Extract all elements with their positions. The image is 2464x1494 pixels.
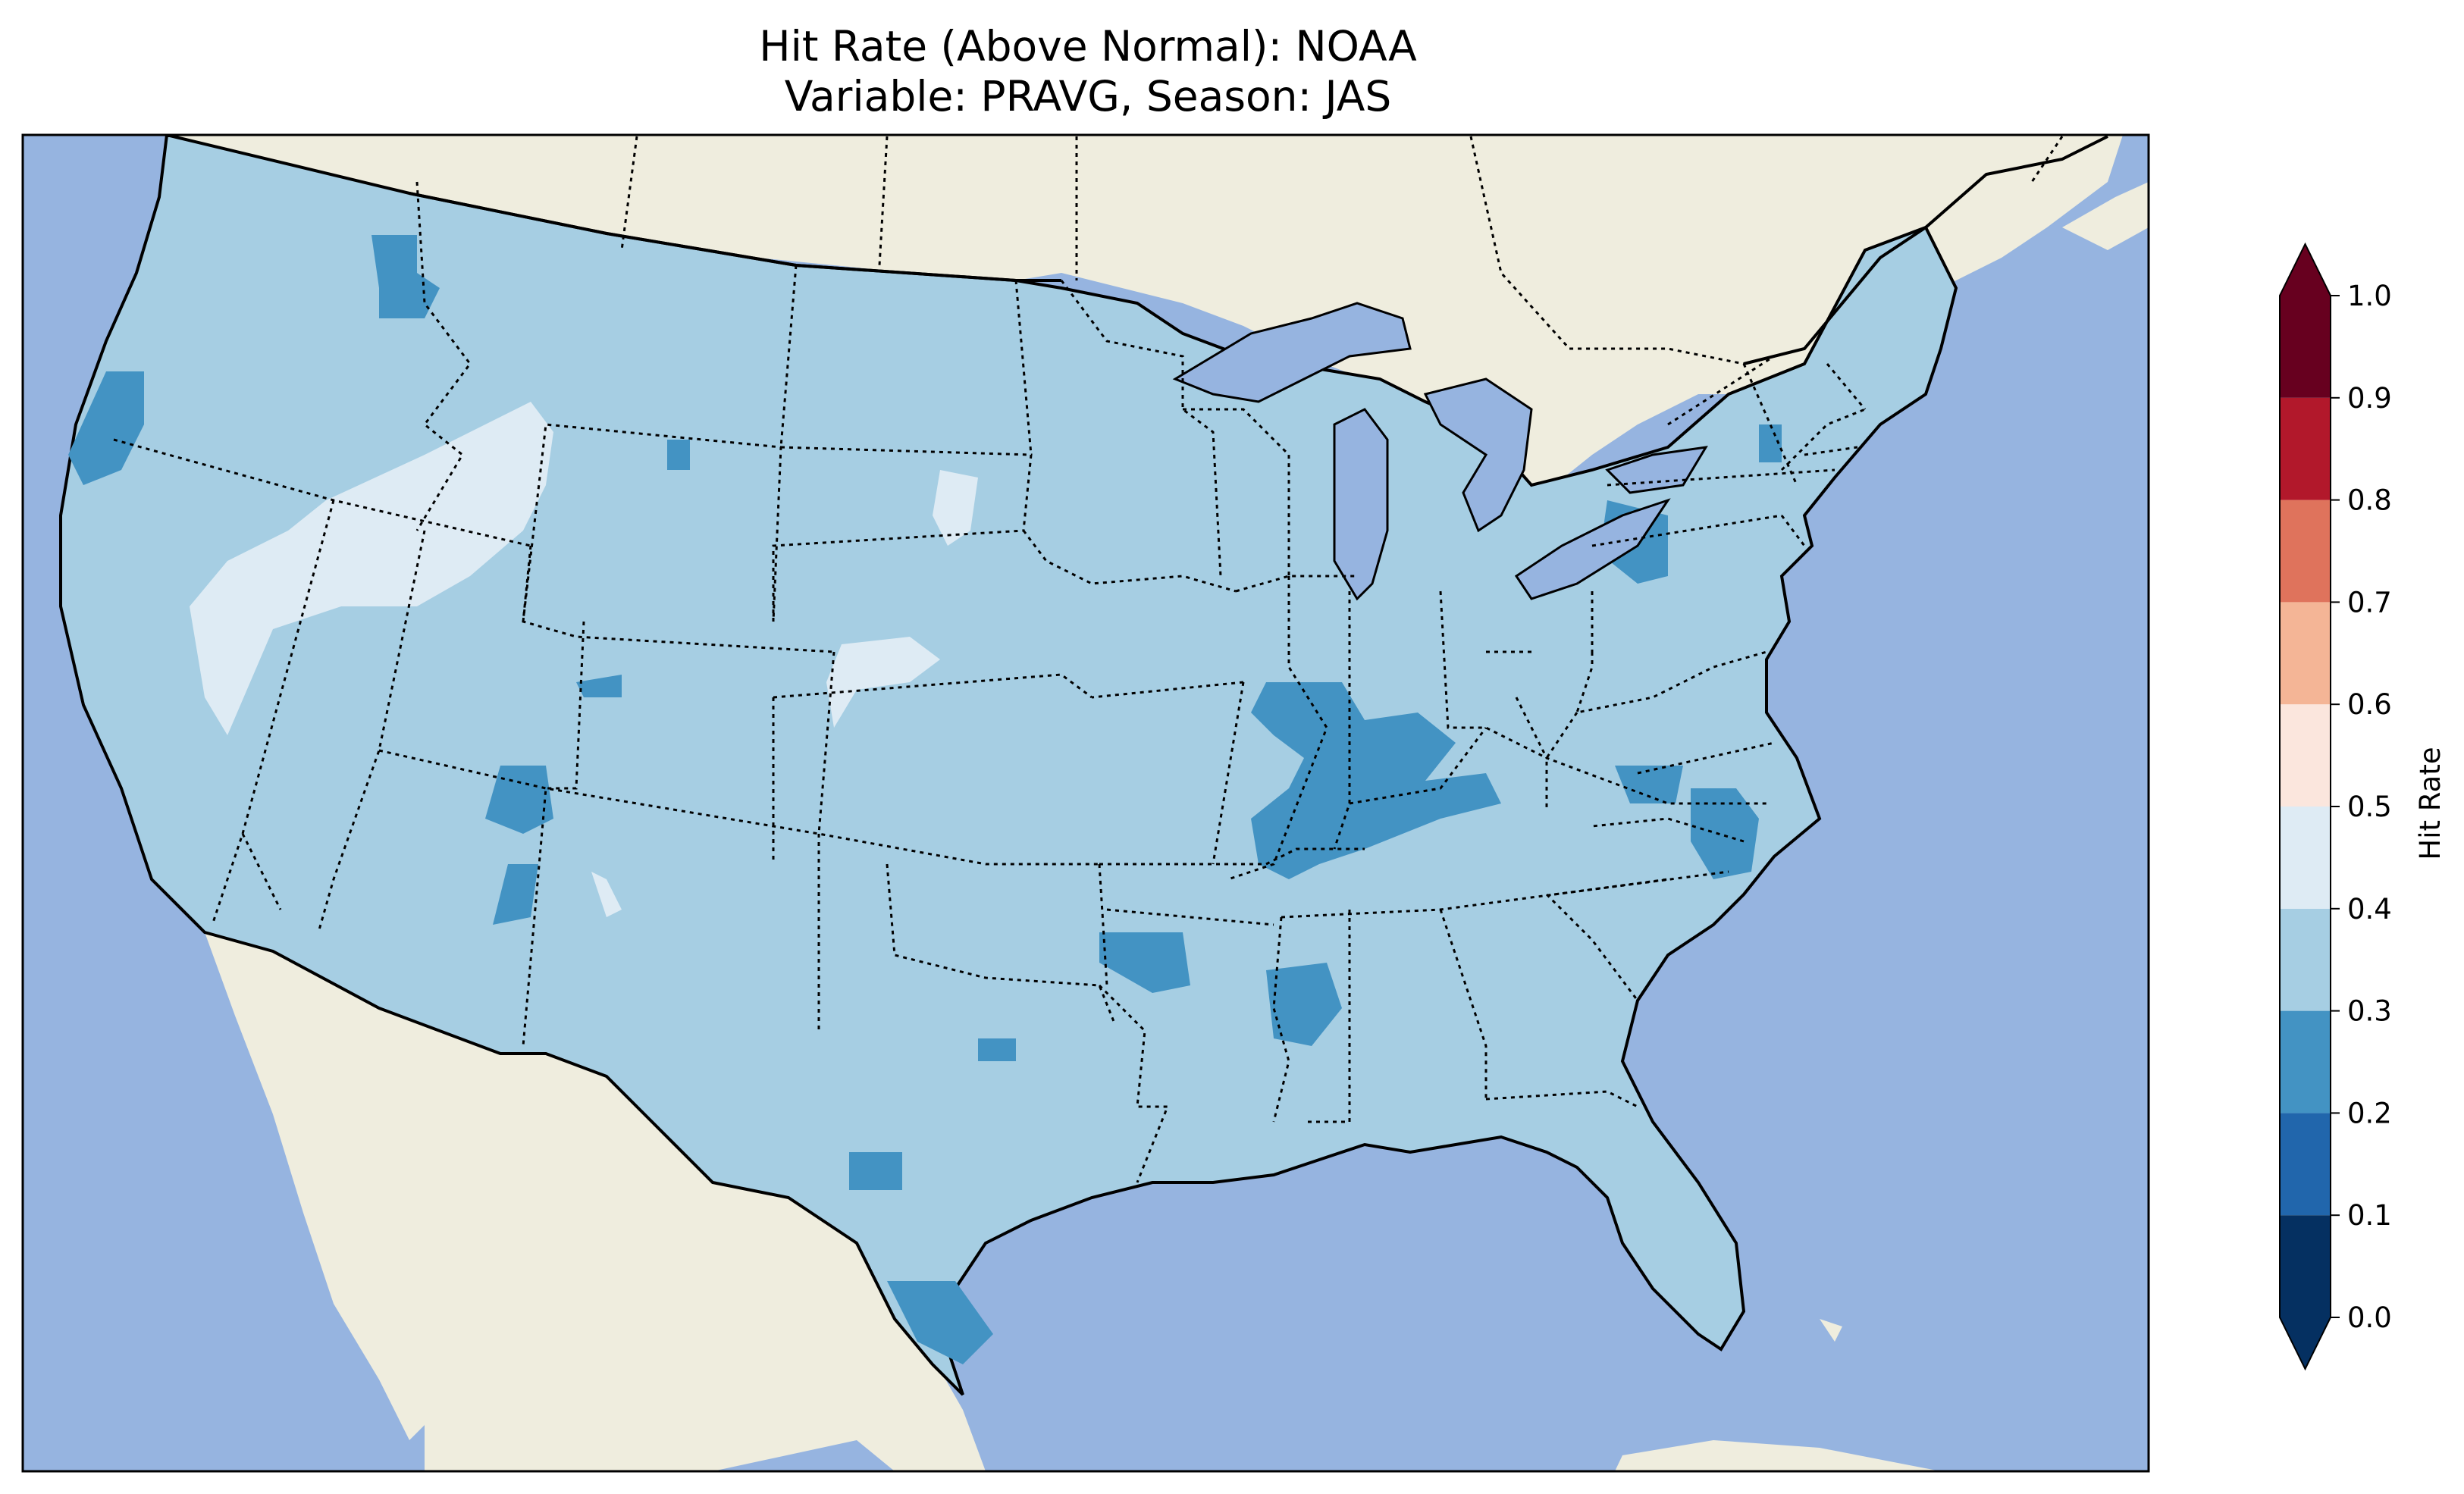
province-borders [620, 136, 2064, 365]
baja-land [205, 932, 425, 1440]
coastlines [409, 135, 2108, 365]
maritime-land [2062, 182, 2149, 250]
bin-0.4-0.5-patches [190, 402, 978, 917]
cuba-land [1615, 1440, 1941, 1471]
bin-0.2-0.3-patches [68, 235, 1782, 1364]
bahamas-land [1820, 1319, 1842, 1342]
map-subtitle: Variable: PRAVG, Season: JAS [784, 72, 1392, 121]
map-title: Hit Rate (Above Normal): NOAA [759, 22, 1417, 70]
great-lakes [1172, 302, 1708, 601]
state-borders [113, 181, 1867, 1183]
map-frame [21, 133, 2150, 1473]
